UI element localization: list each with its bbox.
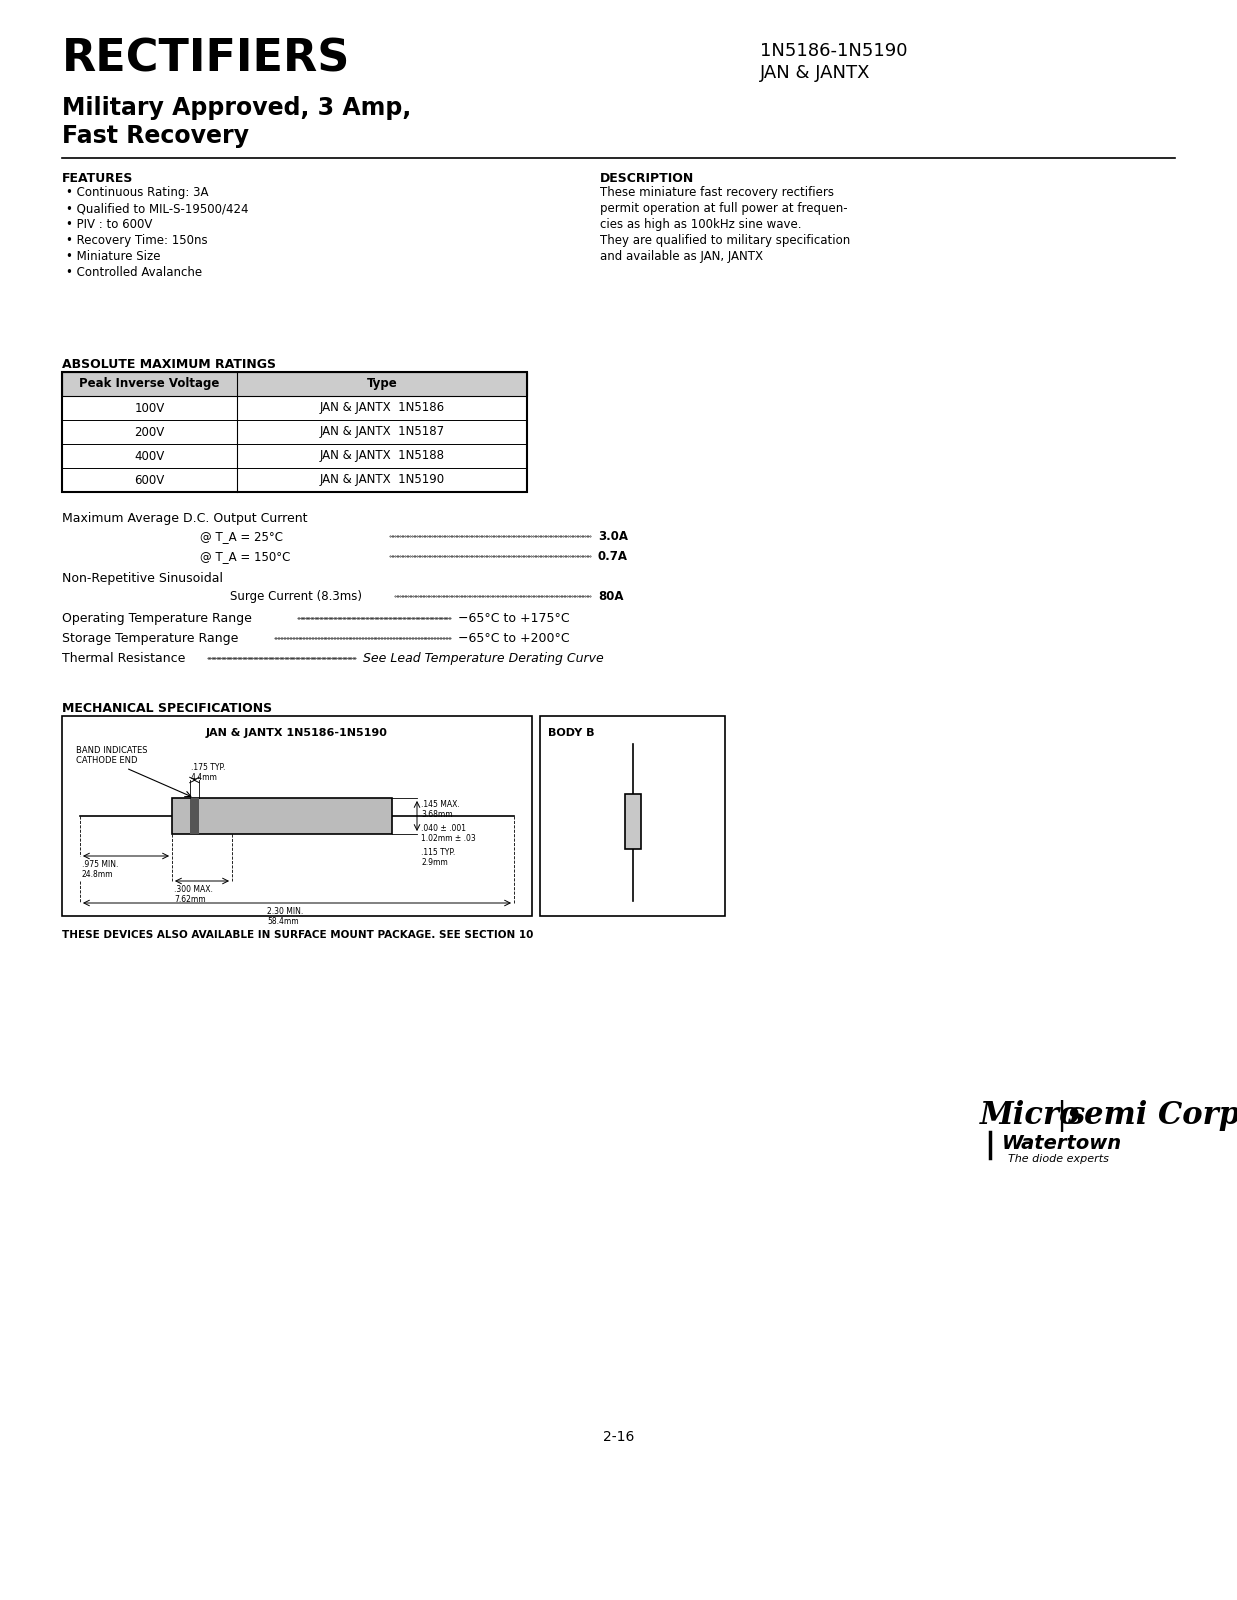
Text: JAN & JANTX  1N5186: JAN & JANTX 1N5186 xyxy=(319,402,444,414)
Text: Micro: Micro xyxy=(980,1101,1080,1131)
Bar xyxy=(190,798,199,834)
Text: RECTIFIERS: RECTIFIERS xyxy=(62,38,350,82)
Text: Operating Temperature Range: Operating Temperature Range xyxy=(62,611,252,626)
Bar xyxy=(62,717,532,915)
Text: permit operation at full power at frequen-: permit operation at full power at freque… xyxy=(600,202,847,214)
Text: Military Approved, 3 Amp,: Military Approved, 3 Amp, xyxy=(62,96,411,120)
Text: JAN & JANTX  1N5188: JAN & JANTX 1N5188 xyxy=(319,450,444,462)
Text: 80A: 80A xyxy=(597,590,623,603)
Text: See Lead Temperature Derating Curve: See Lead Temperature Derating Curve xyxy=(362,653,604,666)
Text: They are qualified to military specification: They are qualified to military specifica… xyxy=(600,234,850,246)
Text: .040 ± .001
1.02mm ± .03: .040 ± .001 1.02mm ± .03 xyxy=(421,824,476,843)
Text: JAN & JANTX 1N5186-1N5190: JAN & JANTX 1N5186-1N5190 xyxy=(207,728,388,738)
Text: 400V: 400V xyxy=(135,450,165,462)
Text: @ T_A = 150°C: @ T_A = 150°C xyxy=(200,550,291,563)
Text: • Continuous Rating: 3A: • Continuous Rating: 3A xyxy=(66,186,209,198)
Bar xyxy=(172,798,392,834)
Text: 2.30 MIN.
58.4mm: 2.30 MIN. 58.4mm xyxy=(267,907,303,926)
Text: • Recovery Time: 150ns: • Recovery Time: 150ns xyxy=(66,234,208,246)
Text: JAN & JANTX: JAN & JANTX xyxy=(760,64,871,82)
Text: • PIV : to 600V: • PIV : to 600V xyxy=(66,218,152,230)
Text: Type: Type xyxy=(366,378,397,390)
Text: • Qualified to MIL-S-19500/424: • Qualified to MIL-S-19500/424 xyxy=(66,202,249,214)
Text: JAN & JANTX  1N5190: JAN & JANTX 1N5190 xyxy=(319,474,444,486)
Text: 200V: 200V xyxy=(135,426,165,438)
Text: Thermal Resistance: Thermal Resistance xyxy=(62,653,186,666)
Text: BODY B: BODY B xyxy=(548,728,595,738)
Text: JAN & JANTX  1N5187: JAN & JANTX 1N5187 xyxy=(319,426,444,438)
Text: .115 TYP.
2.9mm: .115 TYP. 2.9mm xyxy=(421,848,455,867)
Text: • Controlled Avalanche: • Controlled Avalanche xyxy=(66,266,202,278)
Text: The diode experts: The diode experts xyxy=(1008,1154,1108,1165)
Text: ABSOLUTE MAXIMUM RATINGS: ABSOLUTE MAXIMUM RATINGS xyxy=(62,358,276,371)
Bar xyxy=(62,371,527,395)
Text: THESE DEVICES ALSO AVAILABLE IN SURFACE MOUNT PACKAGE. SEE SECTION 10: THESE DEVICES ALSO AVAILABLE IN SURFACE … xyxy=(62,930,533,939)
Text: MECHANICAL SPECIFICATIONS: MECHANICAL SPECIFICATIONS xyxy=(62,702,272,715)
Text: Maximum Average D.C. Output Current: Maximum Average D.C. Output Current xyxy=(62,512,308,525)
Text: .975 MIN.
24.8mm: .975 MIN. 24.8mm xyxy=(82,861,119,880)
Text: These miniature fast recovery rectifiers: These miniature fast recovery rectifiers xyxy=(600,186,834,198)
Text: 0.7A: 0.7A xyxy=(597,550,628,563)
Text: −65°C to +175°C: −65°C to +175°C xyxy=(458,611,569,626)
Text: .145 MAX.
3.68mm: .145 MAX. 3.68mm xyxy=(421,800,460,819)
Text: 3.0A: 3.0A xyxy=(597,530,628,542)
Text: @ T_A = 25°C: @ T_A = 25°C xyxy=(200,530,283,542)
Text: |: | xyxy=(1056,1101,1066,1133)
Text: cies as high as 100kHz sine wave.: cies as high as 100kHz sine wave. xyxy=(600,218,802,230)
Text: .300 MAX.
7.62mm: .300 MAX. 7.62mm xyxy=(174,885,213,904)
Bar xyxy=(62,371,527,493)
Text: .175 TYP.
4.4mm: .175 TYP. 4.4mm xyxy=(190,763,225,782)
Text: Storage Temperature Range: Storage Temperature Range xyxy=(62,632,239,645)
Text: Fast Recovery: Fast Recovery xyxy=(62,125,249,149)
Text: 600V: 600V xyxy=(135,474,165,486)
Bar xyxy=(541,717,725,915)
Text: BAND INDICATES
CATHODE END: BAND INDICATES CATHODE END xyxy=(75,746,147,765)
Text: DESCRIPTION: DESCRIPTION xyxy=(600,171,694,186)
Text: Watertown: Watertown xyxy=(1002,1134,1122,1154)
Text: FEATURES: FEATURES xyxy=(62,171,134,186)
Text: semi Corp.: semi Corp. xyxy=(1068,1101,1237,1131)
Text: Surge Current (8.3ms): Surge Current (8.3ms) xyxy=(230,590,362,603)
Text: Peak Inverse Voltage: Peak Inverse Voltage xyxy=(79,378,220,390)
Text: −65°C to +200°C: −65°C to +200°C xyxy=(458,632,569,645)
Text: 2-16: 2-16 xyxy=(602,1430,635,1443)
Text: 100V: 100V xyxy=(135,402,165,414)
Text: • Miniature Size: • Miniature Size xyxy=(66,250,161,262)
Text: and available as JAN, JANTX: and available as JAN, JANTX xyxy=(600,250,763,262)
Text: Non-Repetitive Sinusoidal: Non-Repetitive Sinusoidal xyxy=(62,573,223,586)
Text: 1N5186-1N5190: 1N5186-1N5190 xyxy=(760,42,908,59)
Bar xyxy=(625,794,641,848)
